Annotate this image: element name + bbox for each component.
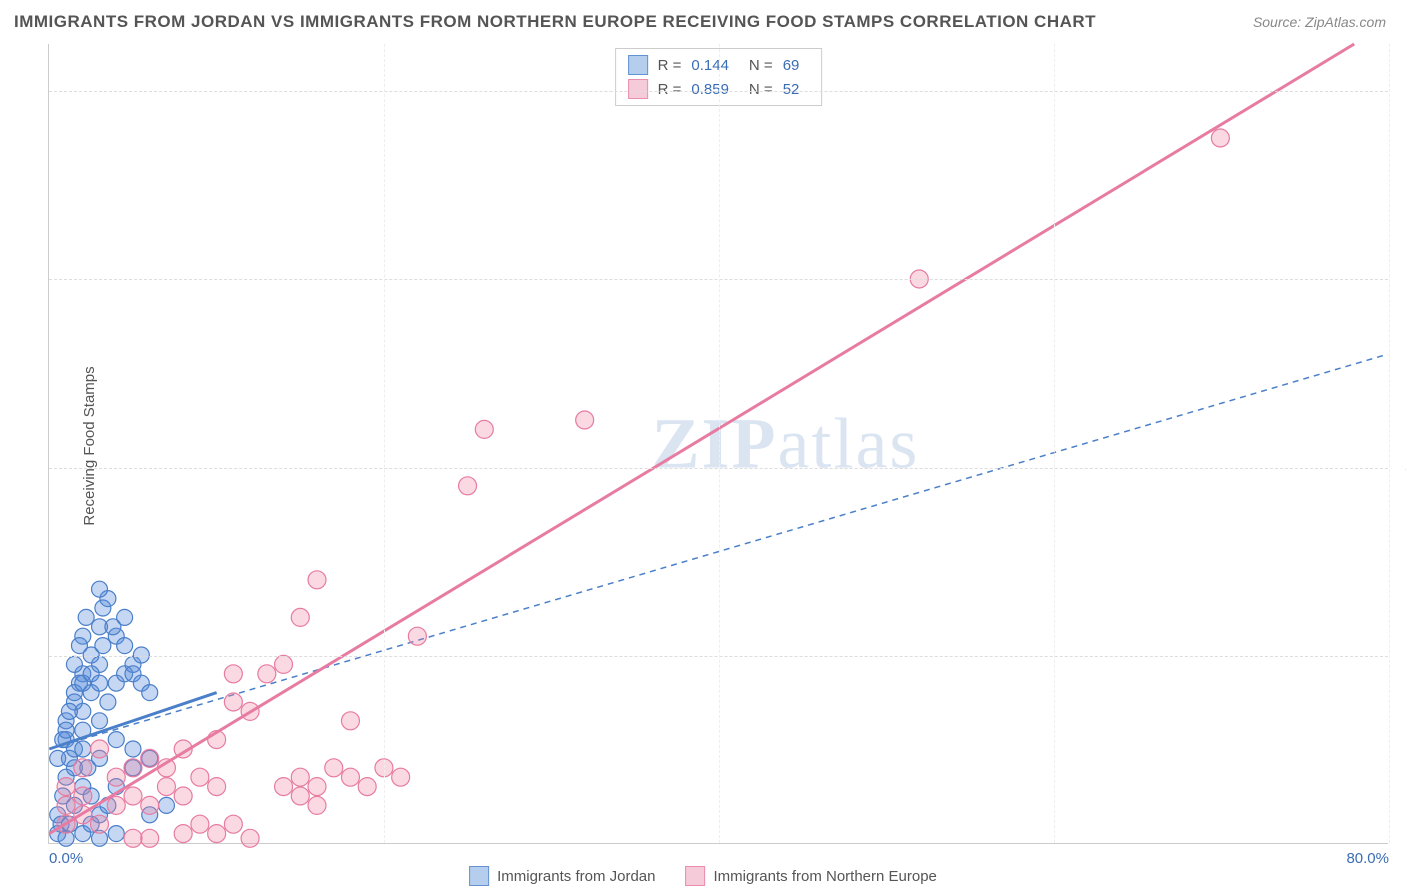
data-point: [291, 608, 309, 626]
data-point: [141, 829, 159, 847]
data-point: [291, 768, 309, 786]
x-tick-label: 80.0%: [1346, 850, 1389, 867]
data-point: [92, 581, 108, 597]
bottom-legend-item: Immigrants from Northern Europe: [685, 866, 936, 886]
bottom-legend: Immigrants from Jordan Immigrants from No…: [469, 866, 937, 886]
data-point: [75, 741, 91, 757]
data-point: [58, 722, 74, 738]
x-tick-label: 0.0%: [49, 850, 83, 867]
source-citation: Source: ZipAtlas.com: [1253, 14, 1386, 30]
data-point: [258, 665, 276, 683]
data-point: [1211, 129, 1229, 147]
data-point: [92, 713, 108, 729]
y-tick-label: 80.0%: [1398, 83, 1406, 100]
data-point: [224, 693, 242, 711]
data-point: [66, 656, 82, 672]
plot-area: ZIPatlas R =0.144N =69R =0.859N =52 20.0…: [48, 44, 1388, 844]
n-value: 69: [783, 57, 800, 74]
legend-swatch: [469, 866, 489, 886]
data-point: [241, 829, 259, 847]
data-point: [117, 638, 133, 654]
data-point: [325, 759, 343, 777]
data-point: [74, 787, 92, 805]
data-point: [124, 829, 142, 847]
data-point: [208, 825, 226, 843]
data-point: [308, 778, 326, 796]
data-point: [392, 768, 410, 786]
legend-label: Immigrants from Northern Europe: [713, 868, 936, 885]
data-point: [91, 815, 109, 833]
data-point: [158, 797, 174, 813]
data-point: [341, 768, 359, 786]
data-point: [57, 796, 75, 814]
data-point: [61, 703, 77, 719]
data-point: [141, 796, 159, 814]
data-point: [157, 778, 175, 796]
data-point: [291, 787, 309, 805]
data-point: [91, 740, 109, 758]
data-point: [308, 571, 326, 589]
legend-swatch: [628, 55, 648, 75]
data-point: [275, 778, 293, 796]
data-point: [208, 778, 226, 796]
chart-title: IMMIGRANTS FROM JORDAN VS IMMIGRANTS FRO…: [14, 12, 1096, 32]
data-point: [124, 759, 142, 777]
data-point: [174, 825, 192, 843]
data-point: [174, 787, 192, 805]
data-point: [191, 815, 209, 833]
data-point: [576, 411, 594, 429]
data-point: [358, 778, 376, 796]
n-value: 52: [783, 81, 800, 98]
gridline-v: [1054, 44, 1055, 843]
gridline-v: [1389, 44, 1390, 843]
data-point: [408, 627, 426, 645]
data-point: [308, 796, 326, 814]
data-point: [105, 619, 121, 635]
y-tick-label: 40.0%: [1398, 459, 1406, 476]
data-point: [100, 694, 116, 710]
data-point: [74, 759, 92, 777]
gridline-v: [719, 44, 720, 843]
data-point: [78, 609, 94, 625]
bottom-legend-item: Immigrants from Jordan: [469, 866, 655, 886]
data-point: [224, 665, 242, 683]
data-point: [107, 768, 125, 786]
y-tick-label: 20.0%: [1398, 647, 1406, 664]
r-value: 0.859: [691, 81, 729, 98]
data-point: [107, 796, 125, 814]
data-point: [475, 420, 493, 438]
data-point: [50, 750, 66, 766]
r-label: R =: [658, 57, 682, 74]
n-label: N =: [749, 81, 773, 98]
trendline-solid: [49, 44, 1354, 834]
data-point: [341, 712, 359, 730]
data-point: [275, 655, 293, 673]
y-tick-label: 60.0%: [1398, 271, 1406, 288]
r-label: R =: [658, 81, 682, 98]
legend-swatch: [685, 866, 705, 886]
n-label: N =: [749, 57, 773, 74]
data-point: [124, 787, 142, 805]
data-point: [142, 685, 158, 701]
data-point: [57, 778, 75, 796]
data-point: [108, 826, 124, 842]
data-point: [125, 741, 141, 757]
legend-label: Immigrants from Jordan: [497, 868, 655, 885]
data-point: [224, 815, 242, 833]
data-point: [108, 732, 124, 748]
data-point: [191, 768, 209, 786]
r-value: 0.144: [691, 57, 729, 74]
legend-swatch: [628, 79, 648, 99]
data-point: [92, 675, 108, 691]
gridline-v: [384, 44, 385, 843]
data-point: [95, 638, 111, 654]
data-point: [459, 477, 477, 495]
data-point: [141, 749, 159, 767]
data-point: [71, 638, 87, 654]
